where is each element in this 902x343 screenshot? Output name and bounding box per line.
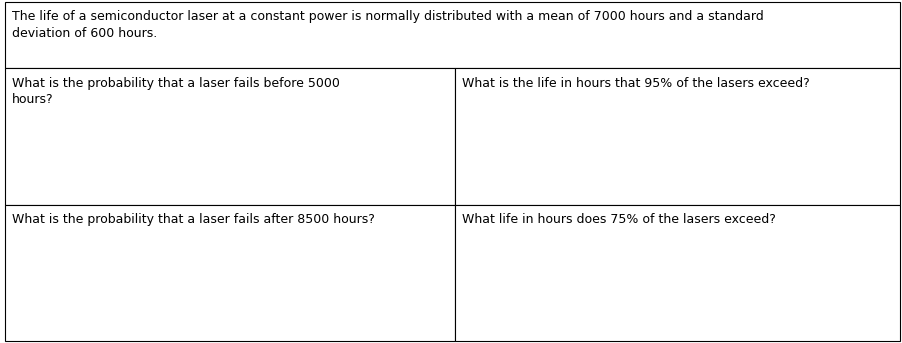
Bar xyxy=(5,205,455,341)
Bar xyxy=(5,2,900,68)
Bar xyxy=(5,68,455,205)
Bar xyxy=(455,205,900,341)
Text: What life in hours does 75% of the lasers exceed?: What life in hours does 75% of the laser… xyxy=(462,213,776,226)
Bar xyxy=(455,68,900,205)
Text: The life of a semiconductor laser at a constant power is normally distributed wi: The life of a semiconductor laser at a c… xyxy=(12,10,763,40)
Text: What is the life in hours that 95% of the lasers exceed?: What is the life in hours that 95% of th… xyxy=(462,76,810,90)
Text: What is the probability that a laser fails before 5000
hours?: What is the probability that a laser fai… xyxy=(12,76,339,106)
Text: What is the probability that a laser fails after 8500 hours?: What is the probability that a laser fai… xyxy=(12,213,374,226)
